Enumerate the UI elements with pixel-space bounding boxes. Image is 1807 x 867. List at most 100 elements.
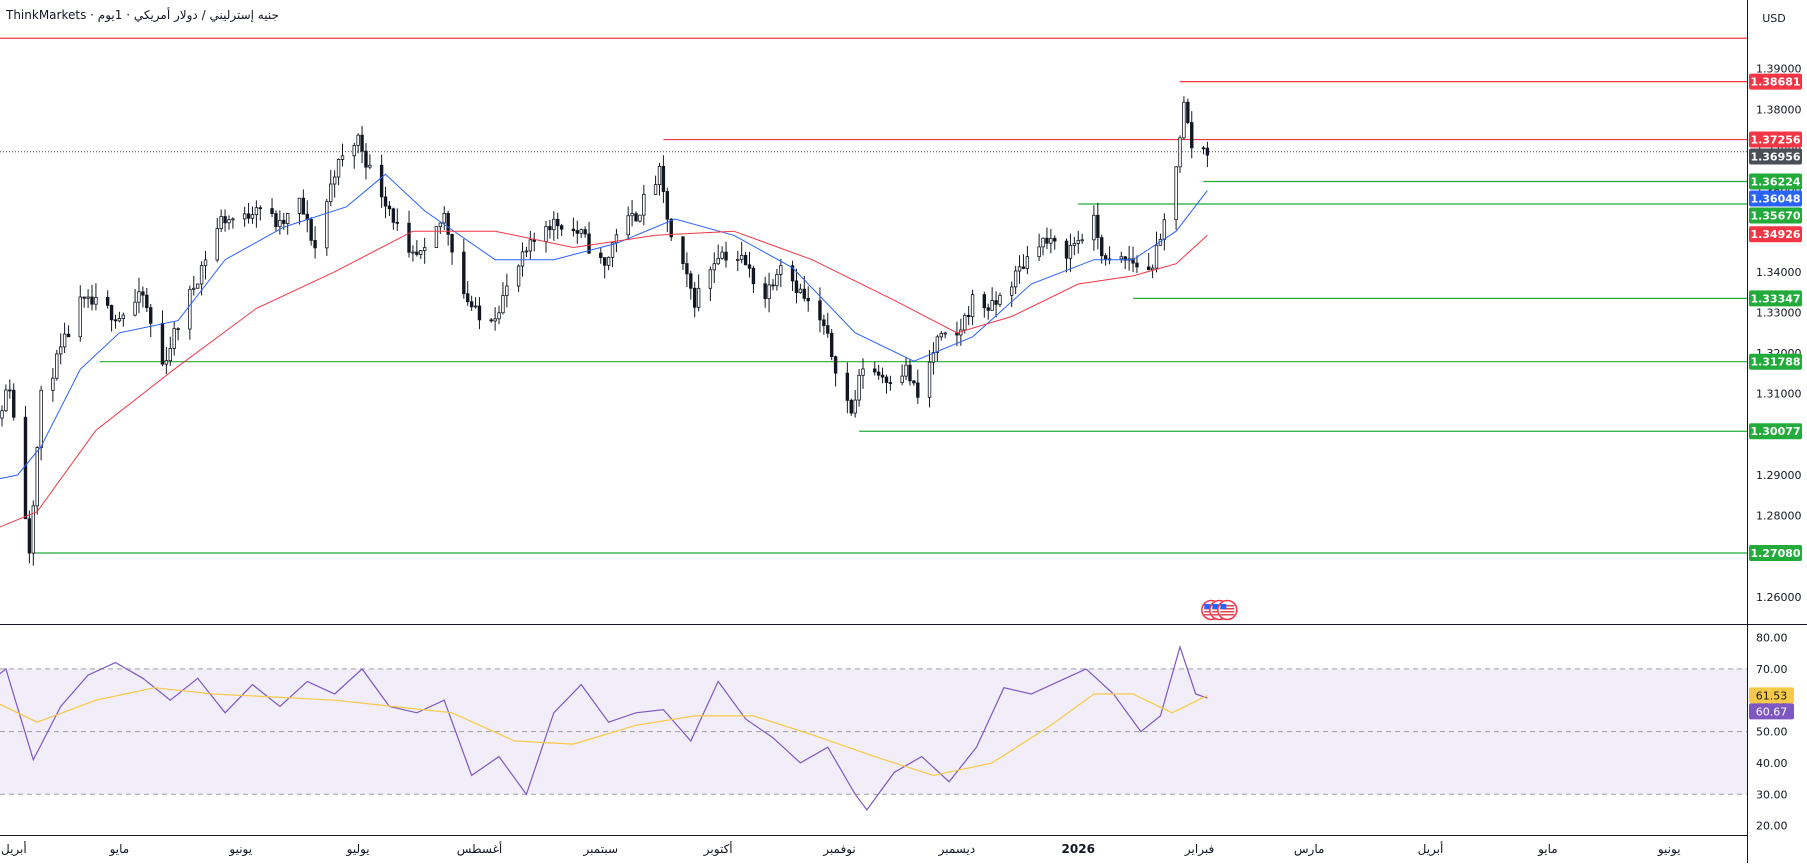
candle — [407, 210, 411, 258]
candle — [583, 226, 587, 238]
candle-body-down — [1100, 237, 1104, 257]
candle-body-up — [438, 222, 443, 228]
candle — [23, 405, 28, 520]
rsi-value-label-text: 61.53 — [1756, 689, 1788, 702]
candle — [309, 217, 313, 246]
candle — [912, 380, 916, 386]
candle — [466, 281, 470, 306]
candle-body-down — [1053, 237, 1057, 242]
candle-body-up — [1010, 286, 1014, 296]
candle — [336, 158, 341, 186]
candle-body-up — [172, 328, 176, 349]
time-tick-label: أبريل — [1418, 841, 1444, 857]
price-label-text: 1.27080 — [1750, 547, 1800, 560]
candle — [90, 284, 94, 311]
currency-button[interactable]: USD — [1762, 11, 1786, 25]
candle-body-down — [415, 251, 419, 255]
candle — [1119, 251, 1123, 264]
candle — [329, 169, 333, 207]
candle-body-up — [904, 364, 908, 377]
candle-body-down — [994, 300, 998, 305]
price-label-bg — [1749, 73, 1802, 90]
candle — [528, 231, 533, 260]
candle-body-up — [716, 257, 720, 265]
candle — [516, 264, 521, 292]
candle — [1186, 98, 1190, 125]
rsi-pane[interactable] — [0, 644, 1747, 811]
economic-events[interactable] — [1201, 599, 1238, 621]
candle — [231, 217, 235, 229]
candle — [285, 213, 290, 235]
candle-body-up — [1162, 219, 1167, 240]
candle-body-down — [794, 280, 799, 294]
symbol-title: جنيه إسترليني / دولار أمريكي · 1يوم — [97, 8, 279, 22]
candle — [411, 245, 415, 262]
candle — [556, 212, 560, 240]
candle-body-down — [282, 219, 286, 224]
candle-body-up — [1154, 244, 1159, 269]
candle — [149, 304, 153, 337]
candle-body-down — [603, 257, 607, 266]
candle — [849, 398, 853, 416]
price-label-text: 1.36048 — [1750, 192, 1800, 205]
candle-body-up — [630, 213, 634, 217]
candle-body-up — [242, 213, 247, 220]
candle — [387, 201, 392, 216]
candle-body-down — [693, 287, 697, 308]
candle-body-up — [857, 374, 861, 401]
candle — [669, 218, 673, 242]
candle-body-up — [626, 215, 630, 236]
candle-body-down — [532, 239, 536, 242]
candle — [1025, 245, 1030, 275]
time-tick-label: مايو — [109, 842, 130, 857]
candle-body-up — [657, 165, 662, 186]
candle-body-down — [571, 228, 576, 231]
candle — [935, 334, 940, 362]
candle — [94, 283, 98, 311]
candle — [1049, 228, 1053, 254]
candle-body-down — [477, 305, 482, 321]
candle — [446, 210, 450, 246]
candle — [724, 241, 728, 268]
candle-body-up — [528, 239, 533, 252]
candle-body-up — [442, 213, 446, 224]
candle — [720, 246, 724, 260]
candle-body-down — [223, 216, 227, 224]
candle-body-down — [160, 322, 165, 365]
candle-body-up — [0, 410, 4, 419]
price-label: 1.36224 — [1749, 173, 1802, 190]
candle — [747, 251, 752, 278]
price-label: 1.31788 — [1749, 353, 1802, 370]
candle — [192, 275, 196, 296]
candle — [900, 364, 904, 386]
candle — [931, 342, 936, 375]
candle — [360, 126, 364, 164]
candle-body-down — [313, 239, 317, 249]
candle — [626, 206, 630, 241]
candle — [109, 304, 114, 332]
candle-body-down — [845, 372, 850, 401]
candle — [422, 237, 427, 264]
candle — [4, 384, 8, 412]
candle — [469, 295, 474, 311]
price-pane[interactable] — [0, 37, 1747, 566]
candle — [203, 250, 208, 280]
candle — [172, 321, 176, 356]
candle-body-down — [1186, 101, 1190, 123]
candle — [27, 510, 32, 564]
candle-body-up — [712, 263, 716, 271]
candle — [1072, 236, 1077, 256]
price-tick-label: 1.33000 — [1756, 306, 1802, 319]
candle — [696, 274, 701, 312]
candle — [501, 282, 505, 315]
candle-body-up — [1092, 214, 1096, 241]
title-separator: · — [86, 8, 98, 22]
price-label-text: 1.36224 — [1750, 175, 1800, 188]
price-label-bg — [1749, 544, 1802, 561]
us-flag-event-icon[interactable] — [1217, 599, 1238, 621]
candle — [364, 143, 368, 180]
candle-body-up — [411, 251, 415, 254]
candle — [270, 198, 274, 218]
candle — [908, 358, 912, 386]
